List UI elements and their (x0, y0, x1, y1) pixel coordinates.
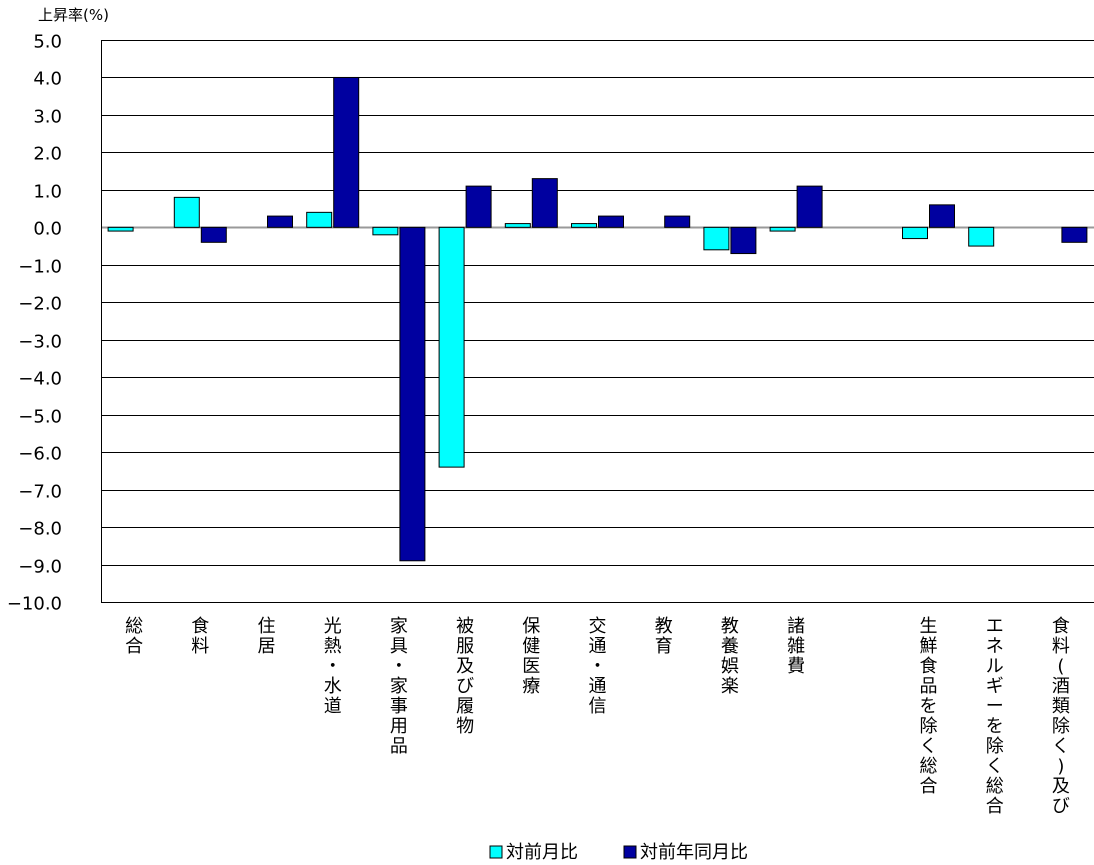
bar-yoy (796, 185, 823, 228)
bar-yoy (598, 215, 624, 228)
category-label: 保健医療 (522, 616, 540, 697)
bar-yoy (267, 215, 293, 228)
y-tick-label: 1.0 (33, 182, 62, 203)
y-tick-labels: 5.0 4.0 3.0 2.0 1.0 0.0 −1.0 −2.0 −3.0 −4.0 −5.0 −6… (7, 32, 62, 615)
category-label: 総合 (125, 616, 143, 657)
bar-mom (306, 211, 333, 228)
category-label: 教養娯楽 (721, 616, 739, 697)
bar-mom (769, 226, 796, 232)
y-tick-label: 3.0 (33, 107, 62, 128)
bar-mom (902, 226, 928, 240)
y-tick-label: −2.0 (18, 294, 62, 315)
bar-yoy (200, 226, 227, 243)
y-tick-label: −5.0 (18, 407, 62, 428)
bar-mom (107, 226, 134, 232)
bar-yoy (399, 226, 426, 562)
category-label: 諸雑費 (787, 616, 805, 677)
bar-mom (571, 223, 597, 228)
bar-yoy (333, 76, 360, 228)
legend-label: 対前月比 (506, 842, 578, 863)
bars (107, 76, 1088, 562)
bar-yoy (664, 215, 691, 228)
bar-yoy (531, 178, 558, 228)
y-tick-label: −1.0 (18, 257, 62, 278)
legend-swatch (489, 845, 503, 859)
y-tick-label: 4.0 (33, 69, 62, 90)
y-axis-label: 上昇率(%) (38, 6, 109, 24)
bar-mom (703, 226, 730, 251)
y-tick-label: −10.0 (7, 594, 62, 615)
bar-mom (504, 223, 531, 228)
category-label: 教育 (655, 616, 673, 657)
y-tick-label: −3.0 (18, 332, 62, 353)
bar-yoy (730, 226, 757, 255)
category-labels: 総合 食料 住居 光熱・水道 家具・家事用品 被服及び履物 保健医療 交通・通信 教育 教養娯楽 諸… (125, 616, 1070, 817)
legend-label: 対前年同月比 (640, 842, 748, 863)
gridlines (101, 40, 1094, 603)
bar-mom (968, 226, 995, 247)
category-label: エネルギーを除く総合 (986, 616, 1004, 817)
bar-yoy (929, 204, 955, 228)
y-tick-label: −6.0 (18, 444, 62, 465)
category-label: 交通・通信 (589, 616, 607, 717)
category-label: 食料(酒類除く)及び (1052, 616, 1070, 817)
y-tick-label: −8.0 (18, 519, 62, 540)
y-tick-label: 5.0 (33, 32, 62, 53)
category-label: 食料 (191, 616, 209, 657)
legend-swatch (623, 845, 637, 859)
bar-mom (173, 196, 200, 228)
category-label: 光熱・水道 (324, 616, 342, 717)
category-label: 生鮮食品を除く総合 (920, 616, 938, 797)
bar-yoy (465, 185, 492, 228)
bar-mom (372, 226, 399, 236)
bar-mom (438, 226, 465, 468)
category-label: 家具・家事用品 (390, 616, 408, 757)
y-tick-label: 2.0 (33, 144, 62, 165)
legend: 対前月比 対前年同月比 (489, 842, 748, 863)
bar-yoy (1061, 226, 1088, 243)
y-tick-label: 0.0 (33, 219, 62, 240)
category-label: 被服及び履物 (456, 616, 474, 737)
y-tick-label: −7.0 (18, 482, 62, 503)
y-tick-label: −4.0 (18, 369, 62, 390)
y-tick-label: −9.0 (18, 557, 62, 578)
category-label: 住居 (258, 616, 276, 657)
